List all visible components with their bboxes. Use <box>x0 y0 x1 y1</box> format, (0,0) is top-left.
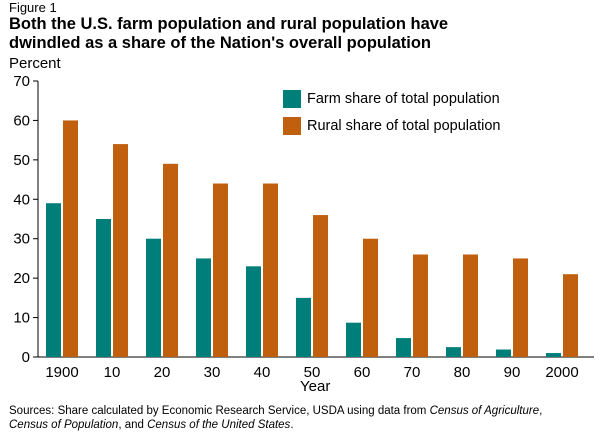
bar-farm <box>546 353 561 357</box>
bar-rural <box>463 254 478 357</box>
bar-farm <box>296 298 311 357</box>
bar-rural <box>213 184 228 357</box>
bar-farm <box>396 338 411 357</box>
source-line-1: Sources: Share calculated by Economic Re… <box>9 404 594 418</box>
y-tick-label: 60 <box>13 112 30 129</box>
bar-farm <box>446 347 461 357</box>
x-tick-label: 90 <box>504 364 521 381</box>
y-tick-label: 30 <box>13 231 30 248</box>
x-tick-label: 1900 <box>45 364 78 381</box>
y-tick-label: 70 <box>13 73 30 90</box>
bar-farm <box>46 203 61 357</box>
legend-swatch-rural <box>283 117 301 135</box>
source-census-agriculture: Census of Agriculture <box>430 405 540 417</box>
legend-label-rural: Rural share of total population <box>307 118 500 134</box>
y-tick-label: 0 <box>22 349 30 366</box>
legend-label-farm: Farm share of total population <box>307 91 500 107</box>
bar-rural <box>163 164 178 357</box>
y-tick-label: 40 <box>13 191 30 208</box>
y-tick-label: 20 <box>13 270 30 287</box>
bar-rural <box>113 144 128 357</box>
x-axis-label: Year <box>300 378 330 395</box>
x-tick-label: 60 <box>354 364 371 381</box>
x-tick-label: 30 <box>204 364 221 381</box>
bar-rural <box>263 184 278 357</box>
bar-farm <box>496 350 511 357</box>
x-tick-label: 40 <box>254 364 271 381</box>
bar-rural <box>63 120 78 357</box>
source-note: Sources: Share calculated by Economic Re… <box>9 404 594 432</box>
bar-farm <box>96 219 111 357</box>
source-census-us: Census of the United States <box>147 419 290 431</box>
x-tick-label: 20 <box>154 364 171 381</box>
x-tick-label: 80 <box>454 364 471 381</box>
source-line-2: Census of Population, and Census of the … <box>9 418 594 432</box>
bar-farm <box>246 266 261 357</box>
bar-rural <box>313 215 328 357</box>
legend-swatch-farm <box>283 90 301 108</box>
bar-rural <box>513 258 528 357</box>
x-tick-label: 2000 <box>545 364 578 381</box>
bar-rural <box>413 254 428 357</box>
bar-farm <box>146 239 161 357</box>
legend-item-rural: Rural share of total population <box>283 117 500 135</box>
y-tick-label: 10 <box>13 310 30 327</box>
bar-farm <box>346 323 361 357</box>
x-tick-label: 10 <box>104 364 121 381</box>
bar-farm <box>196 258 211 357</box>
source-line-1-prefix: Sources: Share calculated by Economic Re… <box>9 405 430 417</box>
source-census-population: Census of Population <box>9 419 118 431</box>
source-line-1-suffix: , <box>539 405 542 417</box>
source-line-2-mid: , and <box>118 419 147 431</box>
source-line-2-suffix: . <box>290 419 293 431</box>
legend-item-farm: Farm share of total population <box>283 90 500 108</box>
x-tick-label: 70 <box>404 364 421 381</box>
y-tick-label: 50 <box>13 152 30 169</box>
bar-rural <box>363 239 378 357</box>
bar-rural <box>563 274 578 357</box>
